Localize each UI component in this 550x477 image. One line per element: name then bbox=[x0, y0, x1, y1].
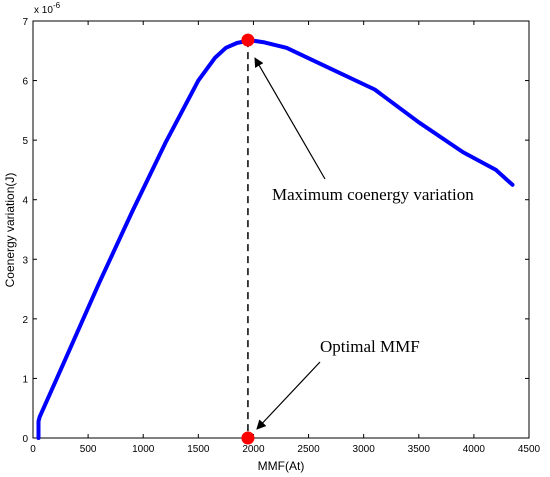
y-tick-label: 0 bbox=[22, 434, 28, 445]
x-axis-label: MMF(At) bbox=[258, 459, 305, 473]
ticks-layer: 0 500 1000 1500 2000 2500 3000 3500 4000 4500 0 1 2 3… bbox=[22, 17, 540, 455]
x-tick-label: 1500 bbox=[187, 444, 210, 455]
x-tick-label: 1000 bbox=[132, 444, 155, 455]
y-tick-label: 4 bbox=[22, 196, 28, 207]
x-tick-label: 500 bbox=[80, 444, 97, 455]
y-tick-label: 6 bbox=[22, 77, 28, 88]
y-tick-label: 3 bbox=[22, 255, 28, 266]
x-tick-label: 4500 bbox=[518, 444, 541, 455]
annotation-maximum-coenergy: Maximum coenergy variation bbox=[272, 185, 474, 204]
y-exponent-label: -6 bbox=[53, 1, 61, 10]
y-axis-label: Coenergy variation(J) bbox=[3, 173, 17, 288]
x-tick-label: 0 bbox=[30, 444, 36, 455]
annotation-optimal-mmf: Optimal MMF bbox=[320, 337, 420, 356]
y-tick-label: 7 bbox=[22, 17, 28, 28]
y-tick-label: 5 bbox=[22, 136, 28, 147]
plot-area bbox=[32, 20, 530, 439]
x-tick-label: 4000 bbox=[463, 444, 486, 455]
highlight-point bbox=[241, 431, 255, 445]
x-tick-label: 3500 bbox=[408, 444, 431, 455]
y-tick-label: 2 bbox=[22, 315, 28, 326]
y-tick-label: 1 bbox=[22, 374, 28, 385]
x-tick-label: 2500 bbox=[297, 444, 320, 455]
series-line-coenergy bbox=[36, 38, 515, 440]
x-tick-label: 3000 bbox=[353, 444, 376, 455]
highlight-point bbox=[241, 33, 255, 47]
y-multiplier-label: x 10 bbox=[34, 5, 53, 16]
highlight-points bbox=[241, 33, 255, 445]
annotation-arrow-optimal bbox=[256, 361, 321, 430]
x-tick-label: 2000 bbox=[242, 444, 265, 455]
annotation-arrow-maximum bbox=[254, 57, 326, 180]
